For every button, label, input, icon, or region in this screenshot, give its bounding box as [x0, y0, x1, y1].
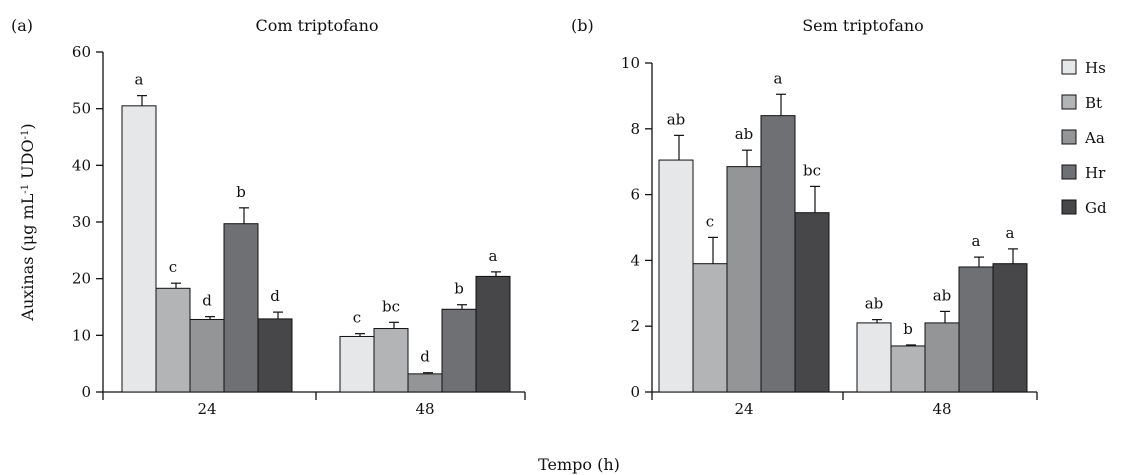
- legend-swatch-hs: [1061, 59, 1077, 75]
- significance-letter: b: [236, 183, 246, 201]
- x-axis-title: Tempo (h): [538, 455, 620, 474]
- significance-letter: d: [202, 292, 212, 310]
- bar-hr-48: [441, 308, 477, 393]
- x-tick-label: 24: [734, 400, 753, 418]
- significance-letter: a: [972, 232, 981, 250]
- significance-letter: a: [774, 69, 783, 87]
- significance-letter: c: [706, 212, 714, 230]
- y-tick-label: 20: [72, 270, 91, 288]
- significance-letter: ab: [865, 295, 884, 313]
- significance-letter: b: [454, 280, 464, 298]
- bar-aa-48: [407, 373, 443, 393]
- legend-label-aa: Aa: [1084, 129, 1105, 147]
- y-tick-label: 6: [630, 186, 640, 204]
- legend-label-hr: Hr: [1085, 164, 1106, 182]
- bar-aa-24: [726, 166, 762, 393]
- panel-a: (a) Com triptofano 0 10 20 30 40 50 60 24 a c d b d 48 c…: [11, 16, 526, 418]
- significance-letter: b: [903, 320, 913, 338]
- bar-hs-24: [121, 105, 157, 393]
- bar-hs-48: [339, 335, 375, 393]
- y-tick-label: 0: [630, 383, 640, 401]
- bar-bt-48: [890, 345, 926, 393]
- bar-bt-24: [692, 263, 728, 393]
- x-tick-label: 48: [932, 400, 951, 418]
- y-tick-label: 30: [72, 213, 91, 231]
- x-tick-label: 24: [197, 400, 216, 418]
- y-tick-label: 60: [72, 43, 91, 61]
- legend-swatch-aa: [1061, 129, 1077, 145]
- y-tick-label: 10: [621, 54, 640, 72]
- panel-tag: (a): [11, 16, 33, 35]
- y-tick-label: 50: [72, 100, 91, 118]
- significance-letter: a: [1006, 224, 1015, 242]
- bar-bt-48: [373, 328, 409, 393]
- significance-letter: c: [169, 258, 177, 276]
- significance-letter: a: [489, 247, 498, 265]
- y-tick-label: 0: [81, 383, 91, 401]
- bar-hs-48: [856, 322, 892, 393]
- legend-label-bt: Bt: [1085, 94, 1102, 112]
- y-axis-title: Auxinas (μg mL-1 UDO-1): [18, 123, 37, 321]
- bar-hr-48: [958, 266, 994, 393]
- legend-label-hs: Hs: [1085, 59, 1106, 77]
- bar-hs-24: [658, 159, 694, 393]
- bar-bt-24: [155, 287, 191, 393]
- significance-letter: bc: [382, 297, 400, 315]
- panel-tag: (b): [571, 16, 594, 35]
- bar-gd-48: [475, 275, 511, 393]
- legend-swatch-gd: [1061, 199, 1077, 215]
- significance-letter: a: [135, 71, 144, 89]
- y-tick-label: 4: [630, 251, 640, 269]
- panel-title: Sem triptofano: [802, 16, 924, 35]
- legend-label-gd: Gd: [1085, 199, 1107, 217]
- x-tick-label: 48: [415, 400, 434, 418]
- bar-gd-24: [257, 318, 293, 393]
- bar-aa-24: [189, 318, 225, 393]
- significance-letter: ab: [933, 286, 952, 304]
- y-tick-label: 2: [630, 317, 640, 335]
- panel-b: (b) Sem triptofano024681024abcababc48abba…: [571, 16, 1038, 418]
- significance-letter: d: [420, 348, 430, 366]
- bar-hr-24: [760, 115, 796, 393]
- significance-letter: ab: [667, 110, 686, 128]
- legend: Hs Bt Aa Hr Gd: [1061, 59, 1107, 217]
- significance-letter: ab: [735, 125, 754, 143]
- panel-title: Com triptofano: [255, 16, 378, 35]
- y-tick-label: 10: [72, 326, 91, 344]
- significance-letter: c: [353, 309, 361, 327]
- significance-letter: bc: [803, 161, 821, 179]
- bar-gd-24: [794, 212, 830, 393]
- bar-hr-24: [223, 223, 259, 393]
- y-tick-label: 8: [630, 120, 640, 138]
- bar-gd-48: [992, 263, 1028, 393]
- legend-swatch-bt: [1061, 94, 1077, 110]
- y-tick-label: 40: [72, 156, 91, 174]
- bar-aa-48: [924, 322, 960, 393]
- legend-swatch-hr: [1061, 164, 1077, 180]
- significance-letter: d: [270, 287, 280, 305]
